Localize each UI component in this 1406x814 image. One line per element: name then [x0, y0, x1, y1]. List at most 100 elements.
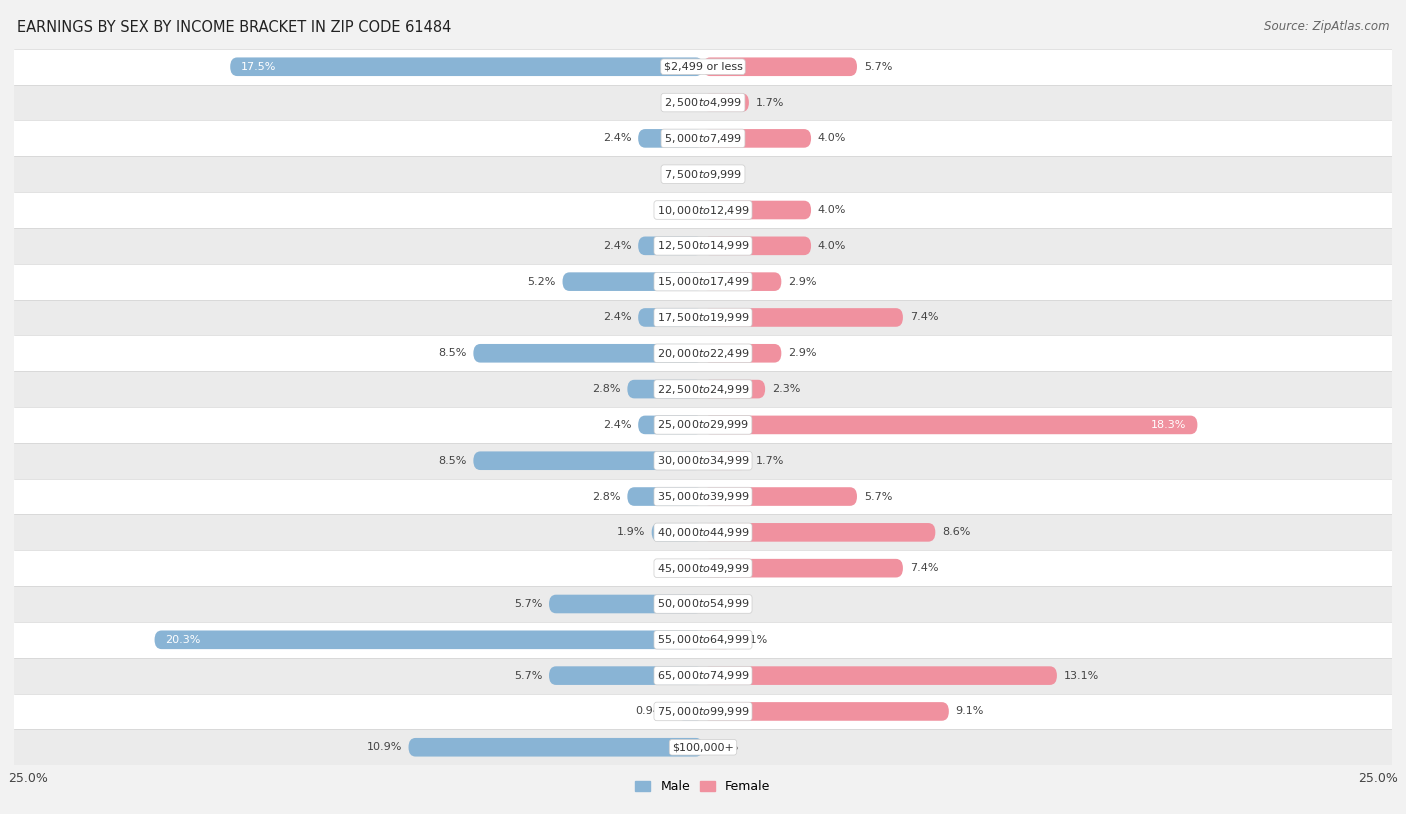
Text: 0.0%: 0.0%	[668, 98, 696, 107]
FancyBboxPatch shape	[638, 129, 703, 147]
Legend: Male, Female: Male, Female	[630, 775, 776, 799]
FancyBboxPatch shape	[638, 416, 703, 434]
Text: 7.4%: 7.4%	[910, 313, 938, 322]
Text: 4.0%: 4.0%	[818, 241, 846, 251]
FancyBboxPatch shape	[703, 452, 749, 470]
FancyBboxPatch shape	[0, 479, 1406, 514]
Text: Source: ZipAtlas.com: Source: ZipAtlas.com	[1264, 20, 1389, 33]
Text: $35,000 to $39,999: $35,000 to $39,999	[657, 490, 749, 503]
Text: 2.4%: 2.4%	[603, 133, 631, 143]
FancyBboxPatch shape	[562, 273, 703, 291]
Text: 0.0%: 0.0%	[710, 169, 738, 179]
Text: 0.0%: 0.0%	[710, 599, 738, 609]
FancyBboxPatch shape	[0, 514, 1406, 550]
Text: 8.5%: 8.5%	[439, 456, 467, 466]
FancyBboxPatch shape	[0, 443, 1406, 479]
FancyBboxPatch shape	[0, 729, 1406, 765]
FancyBboxPatch shape	[0, 300, 1406, 335]
FancyBboxPatch shape	[703, 631, 733, 649]
Text: $50,000 to $54,999: $50,000 to $54,999	[657, 597, 749, 610]
FancyBboxPatch shape	[0, 192, 1406, 228]
FancyBboxPatch shape	[627, 488, 703, 505]
FancyBboxPatch shape	[474, 344, 703, 362]
Text: $10,000 to $12,499: $10,000 to $12,499	[657, 204, 749, 217]
Text: $15,000 to $17,499: $15,000 to $17,499	[657, 275, 749, 288]
Text: 0.0%: 0.0%	[710, 742, 738, 752]
Text: $7,500 to $9,999: $7,500 to $9,999	[664, 168, 742, 181]
Text: $40,000 to $44,999: $40,000 to $44,999	[657, 526, 749, 539]
Text: 13.1%: 13.1%	[1064, 671, 1099, 681]
Text: 20.3%: 20.3%	[166, 635, 201, 645]
Text: $20,000 to $22,499: $20,000 to $22,499	[657, 347, 749, 360]
Text: 9.1%: 9.1%	[956, 707, 984, 716]
Text: $12,500 to $14,999: $12,500 to $14,999	[657, 239, 749, 252]
Text: $2,500 to $4,999: $2,500 to $4,999	[664, 96, 742, 109]
FancyBboxPatch shape	[703, 523, 935, 541]
FancyBboxPatch shape	[0, 586, 1406, 622]
Text: 8.6%: 8.6%	[942, 527, 970, 537]
Text: 1.7%: 1.7%	[755, 456, 785, 466]
Text: 8.5%: 8.5%	[439, 348, 467, 358]
Text: 2.4%: 2.4%	[603, 241, 631, 251]
Text: 2.4%: 2.4%	[603, 313, 631, 322]
FancyBboxPatch shape	[638, 309, 703, 326]
FancyBboxPatch shape	[703, 344, 782, 362]
Text: 0.94%: 0.94%	[636, 707, 671, 716]
FancyBboxPatch shape	[703, 273, 782, 291]
Text: 2.8%: 2.8%	[592, 384, 620, 394]
Text: 18.3%: 18.3%	[1152, 420, 1187, 430]
Text: 17.5%: 17.5%	[240, 62, 277, 72]
FancyBboxPatch shape	[703, 667, 1057, 685]
Text: $5,000 to $7,499: $5,000 to $7,499	[664, 132, 742, 145]
FancyBboxPatch shape	[703, 201, 811, 219]
Text: $2,499 or less: $2,499 or less	[664, 62, 742, 72]
FancyBboxPatch shape	[0, 264, 1406, 300]
FancyBboxPatch shape	[0, 694, 1406, 729]
Text: 4.0%: 4.0%	[818, 205, 846, 215]
Text: 4.0%: 4.0%	[818, 133, 846, 143]
Text: 2.9%: 2.9%	[789, 277, 817, 287]
FancyBboxPatch shape	[0, 156, 1406, 192]
Text: 2.4%: 2.4%	[603, 420, 631, 430]
Text: 5.7%: 5.7%	[513, 599, 543, 609]
Text: 5.7%: 5.7%	[863, 492, 893, 501]
Text: 5.2%: 5.2%	[527, 277, 555, 287]
FancyBboxPatch shape	[703, 488, 858, 505]
Text: 1.9%: 1.9%	[617, 527, 645, 537]
FancyBboxPatch shape	[0, 550, 1406, 586]
FancyBboxPatch shape	[703, 309, 903, 326]
FancyBboxPatch shape	[0, 407, 1406, 443]
Text: 1.1%: 1.1%	[740, 635, 768, 645]
FancyBboxPatch shape	[703, 94, 749, 112]
FancyBboxPatch shape	[0, 49, 1406, 85]
FancyBboxPatch shape	[638, 237, 703, 255]
FancyBboxPatch shape	[0, 228, 1406, 264]
FancyBboxPatch shape	[548, 667, 703, 685]
Text: 10.9%: 10.9%	[367, 742, 402, 752]
Text: $45,000 to $49,999: $45,000 to $49,999	[657, 562, 749, 575]
Text: 1.7%: 1.7%	[755, 98, 785, 107]
FancyBboxPatch shape	[678, 702, 703, 720]
FancyBboxPatch shape	[0, 335, 1406, 371]
FancyBboxPatch shape	[703, 702, 949, 720]
Text: $75,000 to $99,999: $75,000 to $99,999	[657, 705, 749, 718]
Text: $17,500 to $19,999: $17,500 to $19,999	[657, 311, 749, 324]
FancyBboxPatch shape	[703, 58, 858, 76]
Text: $22,500 to $24,999: $22,500 to $24,999	[657, 383, 749, 396]
Text: EARNINGS BY SEX BY INCOME BRACKET IN ZIP CODE 61484: EARNINGS BY SEX BY INCOME BRACKET IN ZIP…	[17, 20, 451, 35]
FancyBboxPatch shape	[627, 380, 703, 398]
FancyBboxPatch shape	[703, 237, 811, 255]
FancyBboxPatch shape	[0, 120, 1406, 156]
FancyBboxPatch shape	[155, 631, 703, 649]
Text: 2.9%: 2.9%	[789, 348, 817, 358]
FancyBboxPatch shape	[703, 416, 1198, 434]
FancyBboxPatch shape	[703, 559, 903, 577]
Text: $65,000 to $74,999: $65,000 to $74,999	[657, 669, 749, 682]
Text: $25,000 to $29,999: $25,000 to $29,999	[657, 418, 749, 431]
FancyBboxPatch shape	[0, 85, 1406, 120]
Text: $100,000+: $100,000+	[672, 742, 734, 752]
FancyBboxPatch shape	[0, 371, 1406, 407]
Text: 0.0%: 0.0%	[668, 205, 696, 215]
FancyBboxPatch shape	[0, 658, 1406, 694]
Text: $55,000 to $64,999: $55,000 to $64,999	[657, 633, 749, 646]
